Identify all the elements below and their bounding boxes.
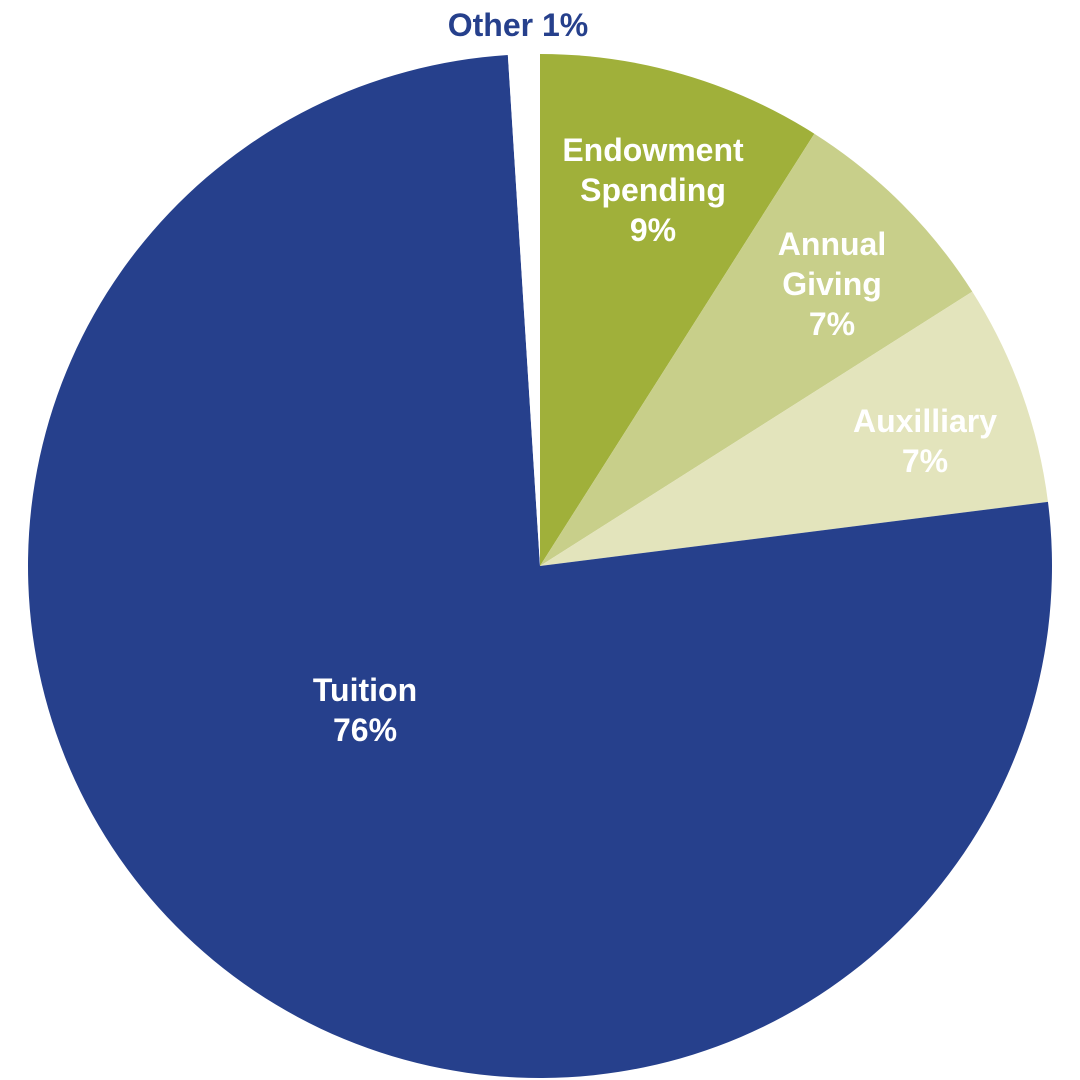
pie-slice	[507, 54, 540, 566]
category-label: Tuition	[312, 672, 418, 708]
slice-label: Other 1%	[448, 5, 588, 45]
pie-slice	[540, 291, 1048, 566]
slice-label: Auxilliary 7%	[775, 401, 1075, 481]
slice-label: Annual Giving 7%	[757, 224, 907, 344]
pie-slice	[540, 54, 815, 566]
category-label: Endowment Spending	[562, 132, 744, 208]
category-label: Annual Giving	[777, 226, 887, 302]
value-label: 1%	[541, 7, 589, 43]
slice-label: Endowment Spending 9%	[543, 130, 763, 250]
slice-label: Tuition 76%	[215, 670, 515, 750]
value-label: 7%	[808, 306, 856, 342]
pie-slice	[28, 55, 1052, 1078]
value-label: 9%	[629, 212, 677, 248]
value-label: 76%	[332, 712, 398, 748]
category-label: Auxilliary	[852, 403, 998, 439]
category-label: Other	[447, 7, 534, 43]
value-label: 7%	[901, 443, 949, 479]
pie-slice	[540, 133, 973, 566]
